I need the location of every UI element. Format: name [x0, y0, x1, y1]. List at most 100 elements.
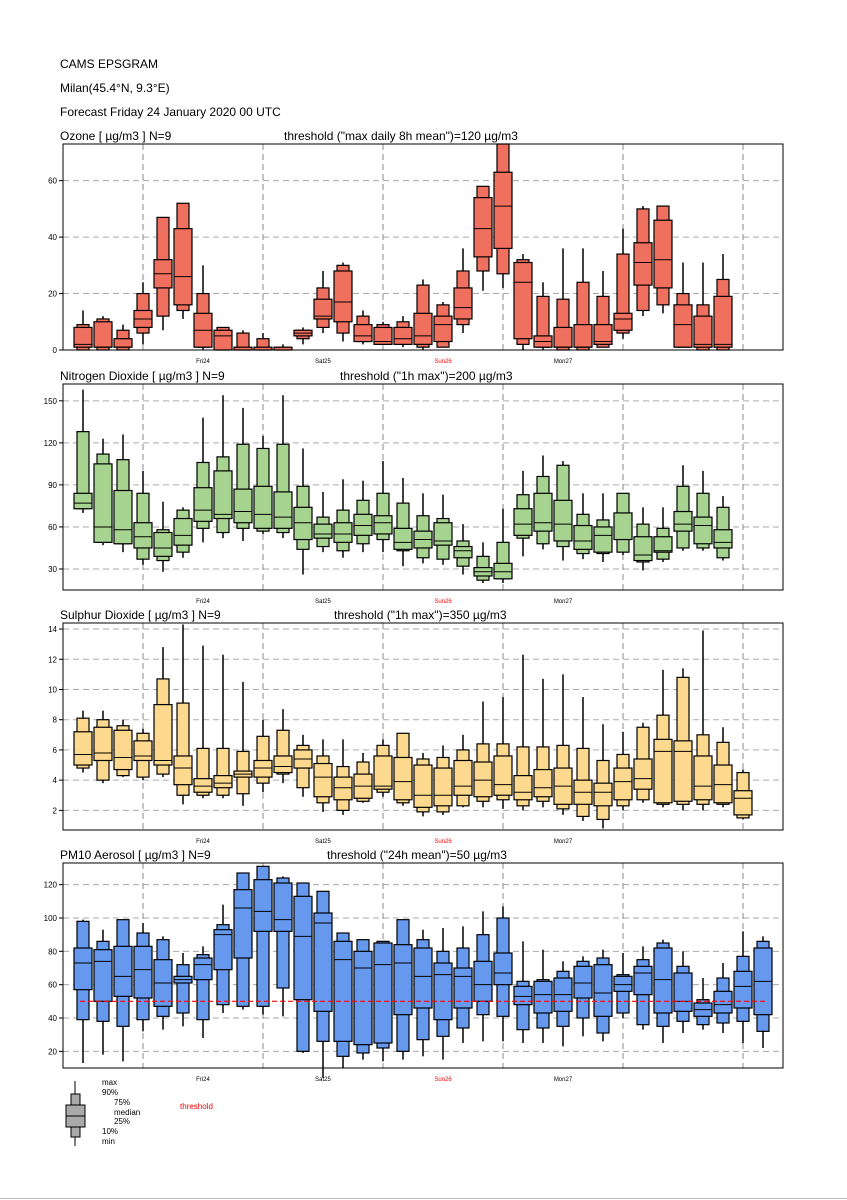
legend-p10: 10%	[102, 1127, 119, 1136]
box-2	[93, 438, 113, 546]
box-29	[633, 206, 653, 317]
box-inner	[713, 764, 733, 804]
box-inner	[113, 945, 133, 997]
box-18	[413, 493, 433, 564]
box-1	[73, 310, 93, 351]
box-inner	[553, 499, 573, 542]
box-inner	[613, 512, 633, 541]
y-tick-label: 0	[53, 346, 58, 355]
box-inner	[173, 517, 193, 546]
box-inner	[113, 489, 133, 545]
box-inner	[413, 947, 433, 1009]
day-label: Sat25	[315, 359, 331, 365]
box-inner	[393, 326, 413, 345]
box-inner	[433, 767, 453, 807]
box-20	[453, 524, 473, 575]
day-label: Sun26	[434, 599, 452, 605]
box-3	[113, 324, 133, 351]
box-34	[733, 769, 753, 820]
box-inner	[633, 965, 653, 996]
box-10	[253, 435, 273, 534]
box-5	[153, 501, 173, 572]
box-inner	[513, 775, 533, 801]
box-17	[393, 477, 413, 567]
box-inner	[473, 761, 493, 798]
box-inner	[373, 942, 393, 1044]
box-1	[73, 919, 93, 1063]
y-tick-label: 60	[48, 177, 57, 186]
box-19	[433, 928, 453, 1060]
box-10	[253, 865, 273, 1015]
box-19	[433, 494, 453, 565]
box-inner	[373, 515, 393, 535]
box-inner	[233, 889, 253, 959]
box-inner	[573, 324, 593, 348]
box-23	[513, 470, 533, 557]
box-10	[253, 719, 273, 793]
box-21	[473, 185, 493, 291]
box-18	[413, 752, 433, 817]
box-inner	[573, 965, 593, 999]
y-tick-label: 20	[48, 290, 57, 299]
y-tick-label: 60	[48, 523, 57, 532]
box-18	[413, 279, 433, 350]
box-16	[373, 321, 393, 345]
box-8	[213, 326, 233, 351]
box-inner	[333, 940, 353, 1042]
pm10-title: PM10 Aerosol [ µg/m3 ] N=9	[60, 848, 211, 862]
box-7	[193, 946, 213, 1038]
box-6	[173, 624, 193, 805]
box-inner	[313, 298, 333, 320]
y-tick-label: 14	[48, 625, 57, 634]
box-31	[673, 951, 693, 1033]
y-tick-label: 40	[48, 233, 57, 242]
y-tick-label: 30	[48, 565, 57, 574]
box-inner	[493, 755, 513, 796]
box-inner	[173, 228, 193, 306]
box-inner	[653, 947, 673, 1014]
box-26	[573, 956, 593, 1037]
box-12	[293, 448, 313, 575]
box-27	[593, 270, 613, 348]
box-12	[293, 327, 313, 345]
box-24	[533, 949, 553, 1043]
box-17	[393, 732, 413, 806]
box-inner	[473, 197, 493, 258]
box-12	[293, 734, 313, 797]
box-inner	[93, 949, 113, 1002]
pm10-aerosol-frame	[62, 862, 784, 1069]
box-11	[273, 709, 293, 784]
box-inner	[293, 895, 313, 1001]
box-inner	[313, 762, 333, 798]
box-inner	[453, 545, 473, 559]
box-inner	[693, 755, 713, 801]
box-34	[733, 931, 753, 1043]
box-inner	[593, 324, 613, 345]
box-inner	[253, 759, 273, 778]
box-16	[373, 739, 393, 797]
day-label: Sun26	[434, 359, 452, 365]
box-17	[393, 919, 413, 1060]
box-26	[573, 697, 593, 821]
sulphur-dioxide-frame	[62, 622, 784, 831]
day-label: Mon27	[554, 1077, 573, 1083]
box-9	[233, 330, 253, 351]
box-14	[333, 262, 353, 342]
box-inner	[353, 513, 373, 536]
box-30	[653, 205, 673, 314]
box-15	[353, 752, 373, 803]
box-inner	[513, 261, 533, 340]
box-inner	[393, 944, 413, 1016]
box-4	[133, 728, 153, 781]
box-inner	[673, 510, 693, 532]
y-tick-label: 80	[48, 947, 57, 956]
box-13	[313, 890, 333, 1078]
box-1	[73, 710, 93, 773]
day-label: Sun26	[434, 839, 452, 845]
legend-min: min	[102, 1137, 115, 1146]
so2-threshold-label: threshold ("1h max")=350 µg/m3	[334, 608, 507, 622]
box-2	[93, 316, 113, 351]
day-label: Fri24	[196, 1077, 210, 1083]
box-inner	[573, 524, 593, 550]
pm10-aerosol-panel: 20 40 60 80 100 120 Fri24 Sat25 Sun26 Mon27	[44, 862, 784, 1083]
